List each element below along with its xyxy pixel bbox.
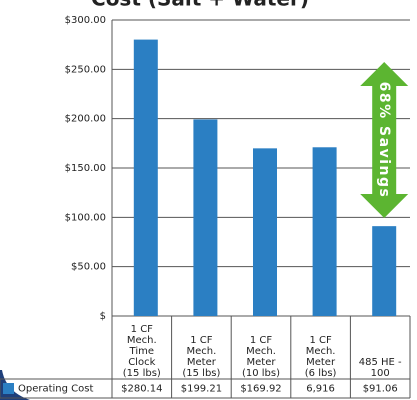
table-cell: $199.21 <box>181 384 222 395</box>
legend-swatch <box>3 383 14 394</box>
table-cell: $91.06 <box>363 384 398 395</box>
savings-label: 68% Savings <box>376 82 392 199</box>
x-tick-label: 1 CF <box>131 324 154 335</box>
y-tick-label: $300.00 <box>65 15 106 26</box>
legend-label: Operating Cost <box>18 384 93 395</box>
x-tick-label: 1 CF <box>190 335 213 346</box>
x-tick-label: Clock <box>128 357 155 368</box>
x-tick-label: 1 CF <box>250 335 273 346</box>
x-tick-label: 1 CF <box>309 335 332 346</box>
bar <box>312 147 337 316</box>
y-tick-label: $150.00 <box>65 163 106 174</box>
x-tick-label: Time <box>129 346 154 357</box>
x-tick-label: 100 <box>371 368 390 379</box>
x-tick-label: 485 HE - <box>359 357 402 368</box>
savings-arrow <box>360 62 409 218</box>
y-tick-label: $ <box>100 311 106 322</box>
x-tick-label: (15 lbs) <box>123 368 161 379</box>
x-tick-label: Mech. <box>306 346 336 357</box>
bar <box>253 148 277 316</box>
x-tick-label: (10 lbs) <box>242 368 280 379</box>
table-cell: 6,916 <box>306 384 335 395</box>
chart-title: Cost (Salt + Water) <box>91 0 309 11</box>
x-tick-label: (6 lbs) <box>305 368 337 379</box>
y-tick-label: $50.00 <box>71 262 106 273</box>
y-tick-label: $100.00 <box>65 212 106 223</box>
x-tick-label: Mech. <box>127 335 157 346</box>
x-tick-label: Meter <box>187 357 217 368</box>
y-tick-label: $200.00 <box>65 114 106 125</box>
bar <box>133 39 158 316</box>
x-tick-label: Meter <box>306 357 336 368</box>
bar <box>193 119 218 316</box>
y-tick-label: $250.00 <box>65 64 106 75</box>
x-tick-label: Mech. <box>246 346 276 357</box>
x-tick-label: Meter <box>247 357 277 368</box>
table-cell: $280.14 <box>121 384 162 395</box>
table-cell: $169.92 <box>240 384 281 395</box>
bar <box>372 226 397 316</box>
x-tick-label: Mech. <box>187 346 217 357</box>
x-tick-label: (15 lbs) <box>182 368 220 379</box>
